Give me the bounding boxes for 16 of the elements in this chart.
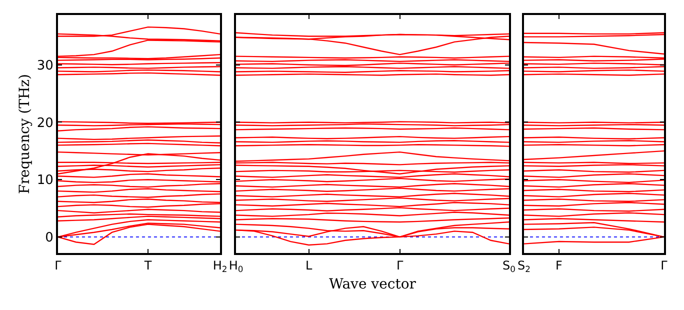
x-tick-label: Γ: [660, 258, 668, 272]
y-tick-label: 30: [36, 58, 54, 74]
x-tick-label: H$_{0}$: [228, 258, 244, 274]
y-tick-label: 10: [36, 173, 54, 188]
x-tick-label: H$_{2}$: [212, 258, 228, 274]
x-tick-label: S$_{2}$: [518, 258, 530, 274]
y-axis-title: Frequency (THz): [16, 74, 33, 194]
x-tick-label: S$_{0}$: [502, 258, 516, 274]
x-axis-title: Wave vector: [329, 276, 416, 293]
x-tick-label: L: [305, 258, 312, 272]
y-tick-label: 20: [36, 116, 54, 131]
x-tick-label: Γ: [54, 258, 62, 272]
x-tick-label: Γ: [396, 258, 404, 272]
y-tick-label: 0: [45, 230, 54, 246]
x-tick-label: F: [556, 258, 563, 272]
x-tick-label: T: [143, 258, 152, 272]
